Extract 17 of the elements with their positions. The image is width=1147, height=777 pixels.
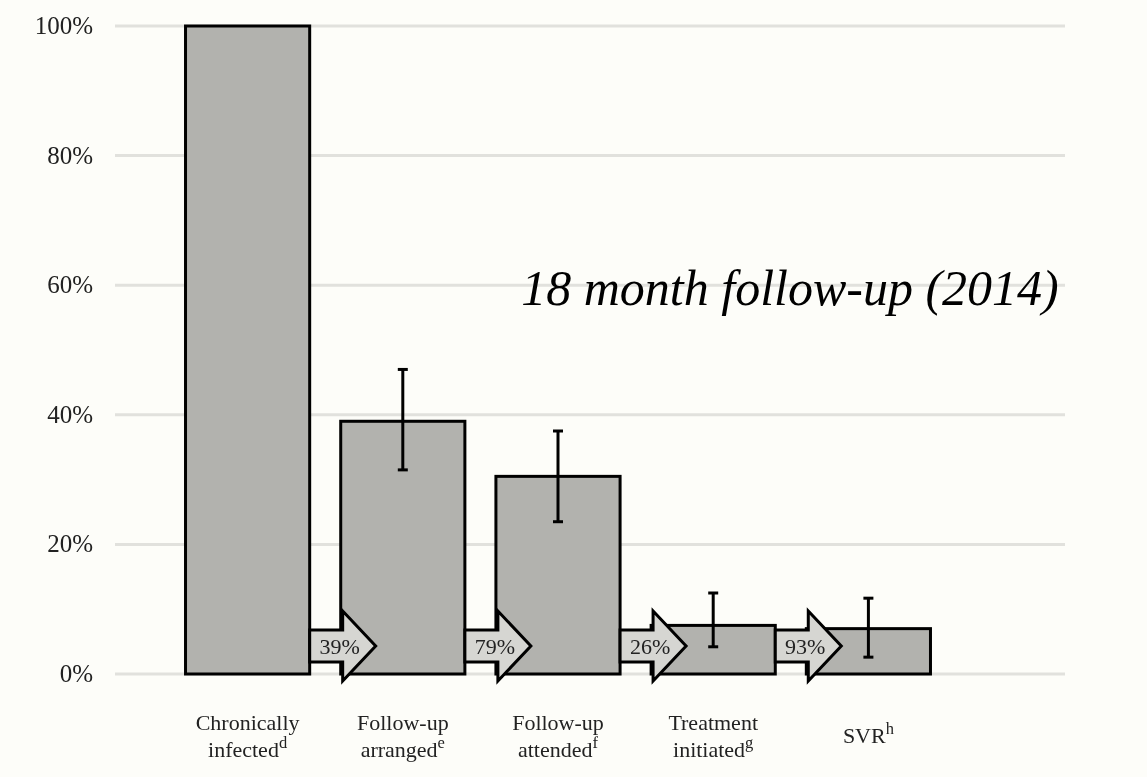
- x-tick-label: Follow-up attended$^{f}$: [512, 710, 604, 762]
- x-tick-label: Chronically infected$^{d}$: [195, 710, 300, 762]
- x-tick-label: Treatment initiated$^{g}$: [668, 710, 759, 762]
- x-tick-label: SVR$^{h}$: [842, 718, 895, 748]
- annotation: 93%: [785, 634, 826, 659]
- x-tick-label: Follow-up arranged$^{e}$: [356, 710, 449, 762]
- y-tick-label: 20%: [47, 530, 93, 558]
- y-tick-label: 60%: [47, 271, 93, 299]
- y-tick-label: 0%: [59, 660, 93, 687]
- y-tick-label: 40%: [47, 400, 93, 428]
- y-tick-label: 80%: [47, 141, 93, 169]
- annotation: 79%: [474, 634, 516, 659]
- annotation: 26%: [629, 634, 671, 659]
- y-tick-label: 100%: [34, 12, 93, 39]
- bar: [184, 24, 312, 676]
- text: 18 month follow-up (2014): [521, 260, 1059, 316]
- annotation: 39%: [319, 634, 360, 659]
